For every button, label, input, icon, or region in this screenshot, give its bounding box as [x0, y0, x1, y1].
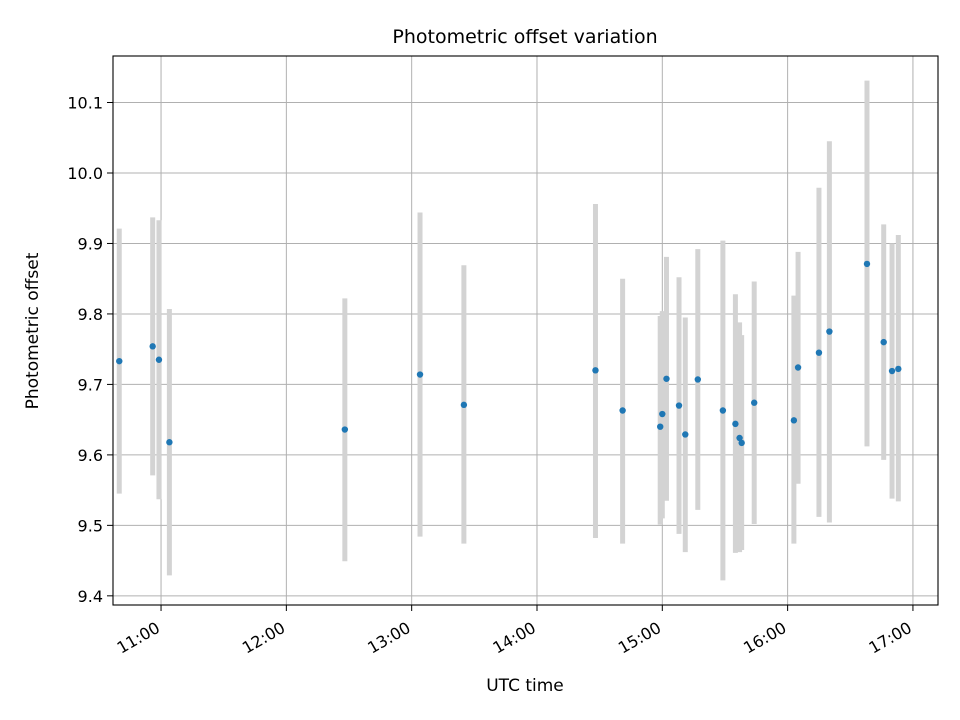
data-point	[895, 365, 902, 373]
data-point	[619, 407, 626, 414]
data-point	[155, 356, 163, 363]
data-point	[592, 367, 599, 374]
data-point	[888, 367, 896, 375]
data-point	[815, 349, 823, 356]
data-point	[341, 426, 349, 433]
chart-title: Photometric offset variation	[392, 26, 657, 48]
data-point	[863, 260, 871, 268]
data-point	[694, 376, 702, 383]
y-tick-label: 9.6	[78, 446, 103, 465]
data-point	[149, 343, 156, 350]
data-point	[663, 375, 670, 382]
data-point	[657, 423, 664, 430]
data-point	[738, 439, 745, 447]
data-point	[732, 420, 739, 428]
x-axis-label: UTC time	[486, 676, 564, 696]
data-point	[659, 410, 666, 418]
data-point	[675, 402, 683, 409]
y-tick-label: 10.0	[67, 164, 103, 183]
plot-frame	[112, 55, 939, 606]
data-point	[826, 328, 833, 335]
y-tick-label: 9.5	[78, 516, 103, 535]
y-tick-label: 10.1	[67, 94, 103, 113]
y-tick-label: 9.9	[78, 234, 103, 253]
data-points	[116, 260, 902, 447]
data-point	[790, 417, 798, 424]
data-point	[116, 357, 123, 365]
data-point	[751, 399, 758, 406]
data-point	[460, 401, 468, 409]
y-tick-label: 9.7	[78, 375, 103, 394]
data-point	[416, 371, 424, 378]
y-axis-ticks: 9.4 9.5 9.6 9.7 9.8 9.9 10.0 10.1	[67, 94, 113, 606]
y-axis-label: Photometric offset	[23, 252, 43, 409]
y-tick-label: 9.8	[78, 305, 103, 324]
data-point	[719, 407, 727, 414]
data-point	[166, 439, 173, 446]
data-point	[682, 431, 689, 438]
data-point	[736, 434, 743, 442]
data-point	[794, 364, 802, 371]
y-tick-label: 9.4	[78, 587, 103, 606]
data-point	[880, 338, 887, 346]
